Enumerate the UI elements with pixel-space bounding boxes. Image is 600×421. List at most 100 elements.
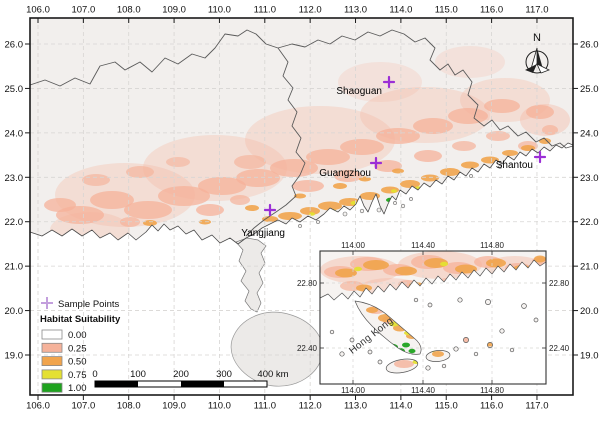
inset-coastline [487, 342, 493, 348]
inset-land [442, 364, 446, 368]
suitability-patch [452, 141, 476, 151]
sample-point-guangzhou: Guangzhou [319, 156, 383, 179]
inset-coastline [385, 358, 419, 374]
inset-coastline [473, 351, 479, 357]
inset-land [534, 318, 538, 322]
lat-axis-label: 23.0 [580, 173, 599, 184]
inset-land [499, 328, 505, 334]
sample-points-layer: Shaoguan Guangzhou Shantou Yangjiang [241, 75, 547, 239]
coastline-layer [29, 142, 574, 245]
scale-bar: 0 100 200 300 400 km [92, 369, 289, 388]
inset-coastline [463, 337, 469, 343]
lat-axis-label: 22.0 [5, 217, 24, 228]
inset-land [355, 301, 422, 355]
legend-class-label: 0.25 [68, 343, 87, 354]
inset-coastline [427, 302, 433, 308]
island [316, 220, 320, 224]
compass-blade-icon [537, 48, 543, 69]
legend: Sample Points Habitat Suitability 0.00 0… [40, 297, 121, 394]
lon-axis-label: 111.0 [254, 401, 276, 412]
scale-end-label: 400 km [257, 369, 288, 380]
scale-tick-label: 0 [92, 369, 97, 380]
lon-axis-label: 110.0 [208, 401, 231, 412]
island [342, 211, 348, 217]
suitability-patch [461, 161, 479, 169]
scale-bar-segment [95, 381, 138, 387]
suitability-patch [318, 201, 342, 211]
inset-frame [319, 250, 547, 385]
suitability-patch [292, 180, 324, 192]
sample-point-yangjiang: Yangjiang [241, 203, 285, 239]
suitability-patch [413, 118, 453, 134]
suitability-patch [414, 150, 442, 162]
inset-land [414, 298, 418, 302]
inset-lon-label: 114.40 [411, 241, 435, 250]
inset-map-hongkong: 114.00 114.00 114.40 114.40 114.80 114.80 22.8… [297, 241, 570, 395]
suitability-patch [521, 145, 535, 151]
inset-land [510, 348, 514, 352]
province-boundary [29, 29, 279, 87]
lat-axis-label: 25.0 [5, 84, 24, 95]
inset-land [378, 360, 382, 364]
lon-axis-label: 117.0 [525, 401, 548, 412]
island [298, 224, 302, 228]
sample-point-cross-icon [382, 75, 396, 89]
suitability-patch [366, 307, 378, 313]
inset-coastline [499, 328, 505, 334]
inset-coastline [354, 300, 422, 355]
city-label: Yangjiang [241, 228, 285, 239]
lon-axis-label: 106.0 [26, 401, 50, 412]
province-boundary-layer [29, 29, 574, 237]
suitability-patch [339, 198, 361, 206]
suitability-patch [198, 177, 246, 195]
sample-point-cross-icon [533, 150, 547, 164]
lat-axis-label: 20.0 [580, 306, 599, 317]
suitability-patch [354, 266, 362, 272]
city-label: Shantou [496, 160, 533, 171]
leizhou-peninsula [235, 237, 267, 313]
suitability-patch [262, 216, 278, 222]
island [498, 165, 502, 169]
suitability-patch [306, 149, 350, 165]
suitability-patch [376, 128, 420, 144]
suitability-patch [236, 169, 280, 187]
inset-coastline [425, 350, 451, 362]
inset-land [425, 365, 431, 371]
sample-point-shantou: Shantou [496, 150, 547, 171]
inset-lat-label: 22.80 [549, 279, 570, 288]
lat-axis-label: 22.0 [580, 217, 599, 228]
suitability-patch [126, 166, 154, 178]
lon-axis-label: 113.0 [344, 5, 367, 16]
city-label: Shaoguan [336, 86, 382, 97]
lat-axis-label: 21.0 [580, 262, 599, 273]
lon-axis-label: 113.0 [344, 401, 367, 412]
legend-title: Habitat Suitability [40, 314, 121, 325]
inset-land [330, 330, 334, 334]
inset-coastline [457, 297, 463, 303]
suitability-patch [363, 260, 389, 270]
suitability-patch [408, 348, 416, 354]
suitability-patch [278, 212, 302, 220]
suitability-patch [234, 155, 266, 169]
suitability-patch [82, 174, 110, 186]
legend-class-label: 0.75 [68, 370, 87, 381]
suitability-patch [435, 46, 505, 78]
suitability-patch [328, 209, 336, 213]
lat-axis-label: 26.0 [580, 40, 599, 51]
island [409, 197, 413, 201]
inset-coastline [521, 303, 527, 309]
suitability-patch [534, 255, 546, 263]
inset-lat-label: 22.40 [549, 344, 570, 353]
lon-axis-label: 112.0 [299, 5, 322, 16]
lat-axis-label: 19.0 [580, 351, 599, 362]
compass-blade-icon [525, 64, 537, 73]
suitability-patch [340, 139, 384, 155]
island [376, 207, 382, 213]
inset-land [339, 351, 345, 357]
scale-tick-label: 300 [216, 369, 232, 380]
suitability-patch [90, 191, 134, 209]
suitability-patch [392, 168, 404, 174]
inset-land [485, 299, 491, 305]
